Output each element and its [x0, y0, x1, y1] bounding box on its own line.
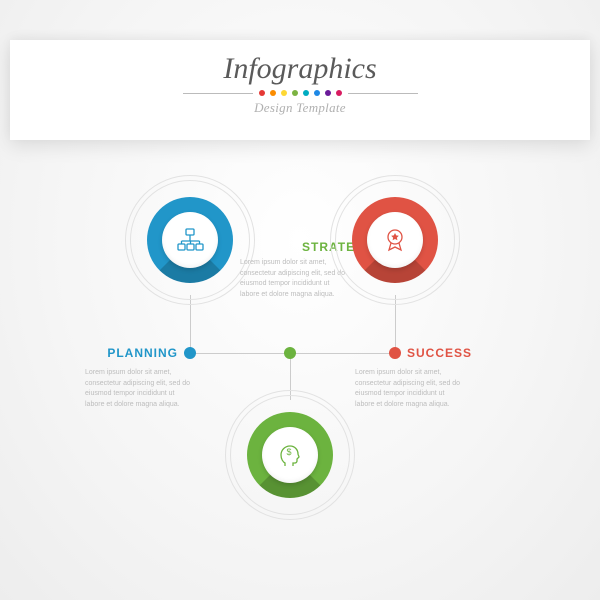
divider-dot-6	[325, 90, 331, 96]
connector-dot-success	[389, 347, 401, 359]
header-band: Infographics Design Template	[10, 40, 590, 140]
section-body-planning: Lorem ipsum dolor sit amet, consectetur …	[85, 368, 195, 410]
section-body-strategy: Lorem ipsum dolor sit amet, consectetur …	[240, 258, 350, 300]
diagram-stage: PLANNING Lorem ipsum dolor sit amet, cons…	[0, 180, 600, 600]
divider-dot-4	[303, 90, 309, 96]
header-inner: Infographics Design Template	[10, 40, 590, 116]
divider-dot-0	[259, 90, 265, 96]
divider-dot-3	[292, 90, 298, 96]
section-title-planning: PLANNING	[107, 346, 178, 360]
divider-dot-2	[281, 90, 287, 96]
node-disc-planning	[162, 212, 218, 268]
node-disc-strategy: $	[262, 427, 318, 483]
connector-dot-planning	[184, 347, 196, 359]
main-title: Infographics	[10, 52, 590, 86]
section-body-success: Lorem ipsum dolor sit amet, consectetur …	[355, 368, 465, 410]
divider-dot-7	[336, 90, 342, 96]
section-title-success: SUCCESS	[407, 346, 472, 360]
node-disc-success	[367, 212, 423, 268]
divider-line-left	[183, 93, 253, 94]
divider-line-right	[348, 93, 418, 94]
connector-dot-strategy	[284, 347, 296, 359]
svg-text:$: $	[286, 447, 291, 457]
divider-dot-5	[314, 90, 320, 96]
divider-dot-1	[270, 90, 276, 96]
divider-row	[10, 90, 590, 96]
subtitle: Design Template	[10, 100, 590, 116]
